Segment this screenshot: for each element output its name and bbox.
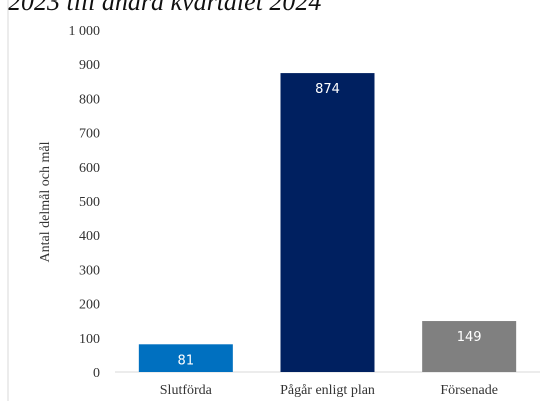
data-label: 81 — [178, 353, 195, 368]
bars — [138, 73, 517, 372]
y-axis-label: Antal delmål och mål — [38, 141, 53, 262]
y-tick-label: 700 — [79, 127, 100, 142]
y-tick-label: 0 — [93, 366, 100, 381]
data-labels: 81 874 149 — [178, 82, 482, 368]
bar — [138, 344, 233, 372]
y-tick-label: 900 — [79, 58, 100, 73]
y-tick-label: 500 — [79, 195, 100, 210]
y-tick-label: 100 — [79, 332, 100, 347]
category-label: Slutförda — [160, 383, 213, 398]
y-tick-label: 800 — [79, 92, 100, 107]
y-tick-label: 400 — [79, 229, 100, 244]
bar — [422, 321, 517, 372]
y-tick-label: 300 — [79, 263, 100, 278]
category-label: Pågår enligt plan — [280, 383, 375, 398]
category-labels: Slutförda Pågår enligt plan Försenade — [160, 383, 498, 398]
y-tick-label: 200 — [79, 298, 100, 313]
y-axis-ticks: 0 100 200 300 400 500 600 700 800 900 1 000 — [69, 24, 101, 381]
bar — [280, 73, 375, 372]
category-label: Försenade — [440, 383, 498, 398]
data-label: 874 — [315, 82, 340, 97]
y-tick-label: 600 — [79, 161, 100, 176]
data-label: 149 — [457, 330, 482, 345]
chart-title: 2023 till andra kvartalet 2024 — [8, 0, 322, 16]
y-tick-label: 1 000 — [69, 24, 101, 39]
